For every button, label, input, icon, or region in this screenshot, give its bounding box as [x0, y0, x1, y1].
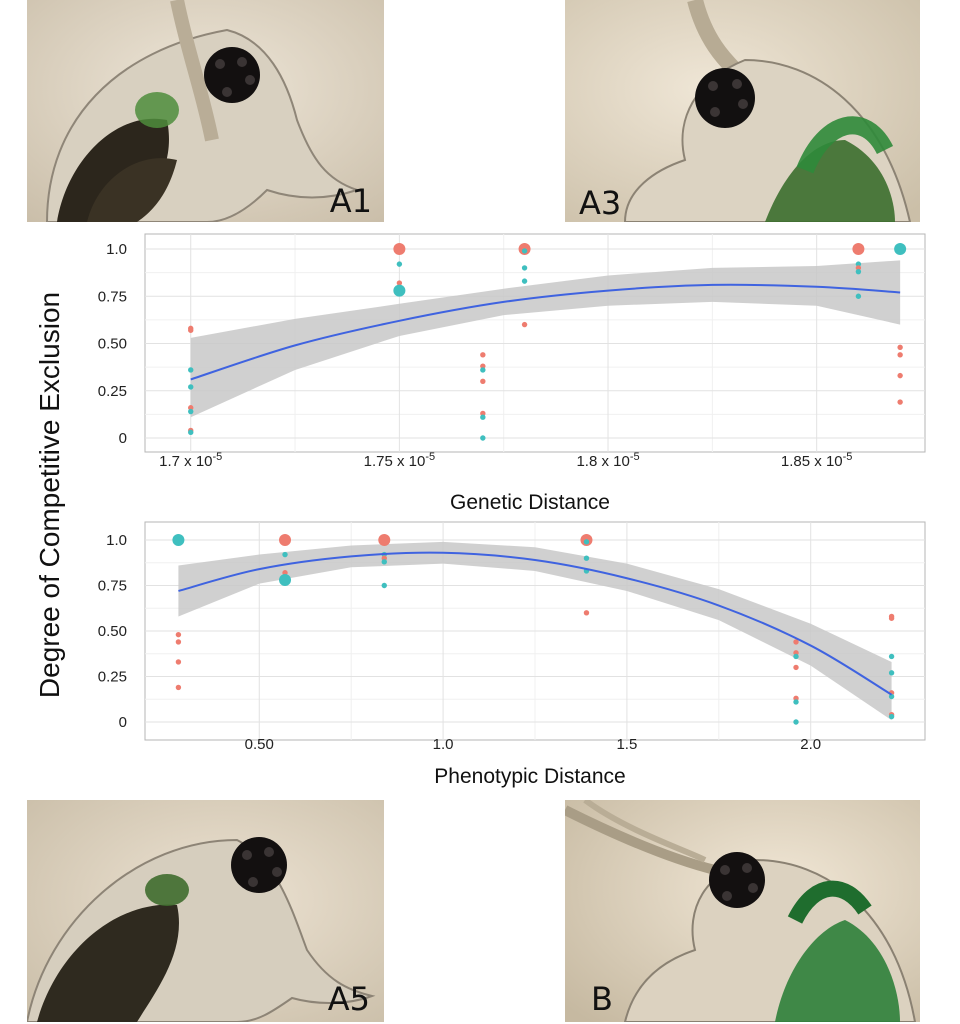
- data-point-teal: [480, 367, 486, 373]
- data-point-red: [480, 378, 486, 384]
- data-point-red: [480, 363, 486, 369]
- data-point-red: [888, 615, 895, 621]
- y-tick-label: 0.25: [98, 669, 127, 686]
- data-point-teal: [888, 653, 895, 660]
- y-tick-label: 0.50: [98, 336, 127, 353]
- data-point-teal: [521, 265, 528, 271]
- y-tick-label: 0.25: [98, 383, 127, 400]
- daphnia-a3-image: [565, 0, 920, 222]
- daphnia-a5-image: [27, 800, 384, 1022]
- confidence-band: [178, 541, 892, 721]
- data-point-red: [897, 399, 903, 405]
- data-point-red: [793, 639, 799, 645]
- data-point-red: [175, 659, 182, 665]
- data-point-teal: [583, 555, 590, 561]
- data-point-teal: [396, 261, 403, 267]
- data-point-red: [282, 570, 288, 576]
- data-point-red: [897, 344, 903, 350]
- data-point-teal: [188, 429, 194, 436]
- data-point-teal: [894, 243, 907, 255]
- photo-a5: A5: [27, 800, 384, 1022]
- photo-b: B: [565, 800, 920, 1022]
- data-point-red: [480, 410, 486, 417]
- data-point-red: [188, 327, 194, 333]
- data-point-teal: [855, 261, 862, 267]
- data-point-red: [175, 631, 182, 638]
- data-point-teal: [855, 268, 862, 275]
- y-tick-label: 1.0: [106, 532, 127, 549]
- photo-label-b: B: [591, 980, 613, 1018]
- data-point-red: [793, 664, 799, 671]
- chart-panel-1: 0 0.25 0.50 0.75 1.0 0.50 1.0 1.5 2.0: [98, 521, 926, 753]
- y-tick-label: 1.0: [106, 241, 127, 258]
- data-point-teal: [888, 693, 895, 700]
- data-point-red: [852, 243, 865, 255]
- data-point-teal: [172, 534, 185, 546]
- x-tick-label: 1.0: [433, 736, 454, 753]
- data-point-teal: [188, 367, 194, 373]
- photo-label-a5: A5: [327, 980, 370, 1018]
- daphnia-b-image: [565, 800, 920, 1022]
- data-point-teal: [793, 719, 799, 725]
- data-point-teal: [888, 713, 895, 720]
- data-point-teal: [855, 293, 862, 299]
- data-point-red: [396, 280, 403, 286]
- data-point-teal: [188, 408, 194, 415]
- data-point-red: [855, 265, 862, 271]
- data-point-teal: [381, 559, 387, 565]
- x-tick-label: 1.85 x 10-5: [781, 451, 853, 470]
- data-point-teal: [480, 414, 486, 420]
- data-point-teal: [480, 435, 486, 441]
- data-point-teal: [521, 248, 528, 254]
- y-tick-label: 0: [119, 714, 127, 731]
- daphnia-a1-image: [27, 0, 384, 222]
- chart-panel-0: 0 0.25 0.50 0.75 1.0 1.7 x 10-5 1.75 x 10-5 1.8…: [98, 233, 926, 470]
- y-tick-label: 0.50: [98, 623, 127, 640]
- data-point-teal: [279, 574, 292, 587]
- y-tick-label: 0.75: [98, 288, 127, 305]
- x-tick-label: 1.8 x 10-5: [576, 451, 639, 470]
- data-point-teal: [888, 670, 895, 676]
- photo-label-a3: A3: [579, 184, 622, 222]
- y-tick-label: 0: [119, 430, 127, 447]
- y-tick-label: 0.75: [98, 578, 127, 595]
- data-point-red: [897, 372, 903, 379]
- data-point-red: [480, 352, 486, 358]
- confidence-band: [190, 260, 901, 418]
- data-point-teal: [381, 582, 387, 589]
- data-point-red: [521, 321, 528, 328]
- fit-line: [178, 551, 893, 696]
- data-point-red: [279, 534, 292, 546]
- x-axis-title-phenotypic: Phenotypic Distance: [434, 765, 626, 788]
- data-point-red: [583, 610, 590, 616]
- data-point-teal: [521, 278, 528, 284]
- data-point-teal: [583, 539, 590, 545]
- data-point-red: [175, 684, 182, 691]
- data-point-teal: [393, 284, 406, 297]
- data-point-red: [897, 352, 903, 358]
- data-point-red: [393, 243, 406, 255]
- data-point-teal: [793, 653, 799, 660]
- data-point-teal: [188, 384, 194, 390]
- data-point-red: [378, 534, 391, 546]
- x-tick-label: 1.7 x 10-5: [159, 451, 222, 470]
- x-tick-label: 1.5: [616, 736, 637, 753]
- photo-a3: A3: [565, 0, 920, 222]
- data-point-red: [188, 405, 194, 411]
- x-tick-label: 1.75 x 10-5: [364, 451, 436, 470]
- photo-a1: A1: [27, 0, 384, 222]
- photo-label-a1: A1: [329, 182, 372, 220]
- data-point-teal: [282, 551, 288, 558]
- x-axis-title-genetic: Genetic Distance: [450, 491, 610, 514]
- data-point-red: [175, 639, 182, 645]
- data-point-teal: [793, 699, 799, 705]
- fit-line: [190, 283, 901, 381]
- x-tick-label: 2.0: [800, 736, 821, 753]
- x-tick-label: 0.50: [245, 736, 274, 753]
